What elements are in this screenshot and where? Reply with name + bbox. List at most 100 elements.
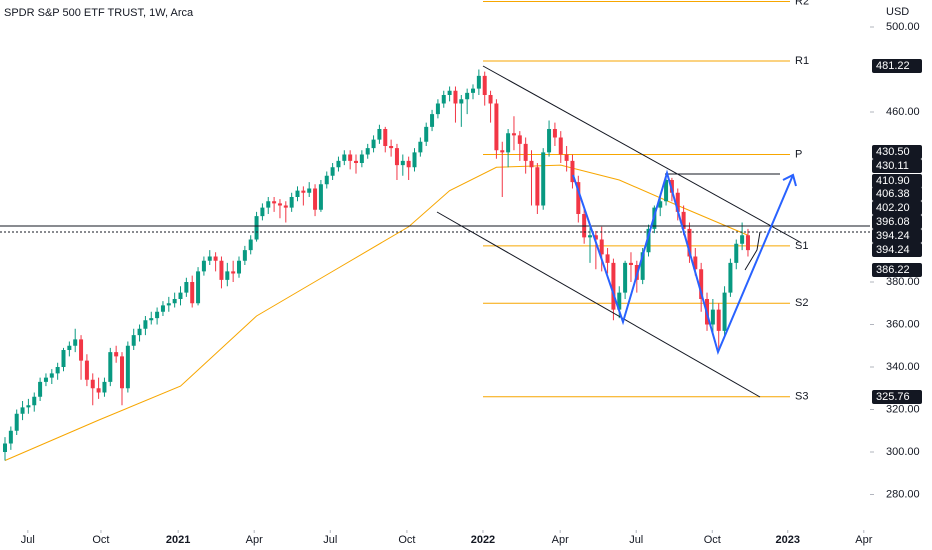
x-tick-label: Jul	[21, 534, 35, 546]
candle-body	[160, 305, 165, 312]
candle-body	[190, 282, 195, 304]
candle-body	[716, 309, 721, 331]
candle-body	[131, 335, 136, 346]
candle-body	[277, 203, 282, 206]
candle-body	[90, 379, 95, 389]
x-tick-label: 2023	[776, 534, 800, 546]
price-tag-bg	[872, 59, 922, 73]
candle-body	[260, 207, 265, 217]
candle-body	[96, 388, 101, 393]
drawings	[0, 65, 870, 398]
price-tag: 402.20	[872, 201, 922, 215]
candle-body	[734, 243, 739, 263]
candle-body	[342, 154, 347, 161]
candle-body	[576, 182, 581, 214]
y-tick-label: 380.00	[886, 276, 920, 288]
candle-body	[14, 413, 19, 431]
moving-average	[4, 164, 749, 461]
price-tag: 396.08	[872, 215, 922, 229]
candle-body	[49, 373, 54, 378]
price-tag-label: 394.24	[876, 244, 910, 256]
pivot-label: S2	[795, 297, 808, 309]
candle-body	[605, 254, 610, 263]
candle-body	[354, 160, 359, 163]
candle-body	[172, 299, 177, 304]
candle-body	[61, 350, 66, 368]
candle-body	[266, 201, 271, 208]
candle-body	[102, 381, 107, 393]
candle-body	[295, 190, 300, 197]
candle-body	[359, 154, 364, 163]
candle-body	[20, 407, 25, 414]
candle-body	[599, 239, 604, 255]
x-tick-label: Apr	[246, 534, 263, 546]
candle-body	[669, 179, 674, 193]
price-tag: 430.11	[872, 159, 922, 173]
candle-body	[394, 148, 399, 166]
price-tag: 430.50	[872, 145, 922, 159]
candle-body	[213, 256, 218, 261]
y-tick-label: 340.00	[886, 361, 920, 373]
price-tag-label: 402.20	[876, 202, 910, 214]
candle-body	[646, 228, 651, 253]
candle-body	[640, 252, 645, 280]
candle-body	[687, 228, 692, 257]
currency: USD	[886, 6, 909, 18]
candle-body	[728, 262, 733, 293]
x-tick-label: Jul	[629, 534, 643, 546]
candle-body	[149, 318, 154, 321]
candle-body	[84, 360, 89, 380]
candle-body	[745, 235, 750, 251]
y-tick-label: 300.00	[886, 446, 920, 458]
candle-body	[207, 256, 212, 261]
candle-body	[418, 141, 423, 153]
candle-body	[699, 269, 704, 300]
candle-body	[371, 139, 376, 149]
candle-body	[196, 271, 201, 304]
candle-body	[248, 239, 253, 251]
candle-body	[465, 92, 470, 100]
price-tag-label: 386.22	[876, 264, 910, 276]
candle-layer	[3, 69, 750, 461]
x-tick-label: Oct	[704, 534, 721, 546]
candle-body	[541, 152, 546, 206]
candle-body	[506, 133, 511, 153]
candle-body	[201, 260, 206, 272]
candle-body	[681, 211, 686, 229]
price-tag-bg	[872, 174, 922, 188]
candle-body	[412, 152, 417, 168]
candle-body	[348, 154, 353, 161]
x-tick-label: 2022	[471, 534, 495, 546]
candle-body	[500, 150, 505, 153]
candle-body	[588, 235, 593, 238]
pivot-label: R1	[795, 55, 809, 67]
price-tag-label: 481.22	[876, 60, 910, 72]
candle-body	[529, 160, 534, 168]
x-tick-label: Oct	[92, 534, 109, 546]
candle-body	[430, 114, 435, 127]
pivot-label: S1	[795, 240, 808, 252]
x-tick-label: Apr	[552, 534, 569, 546]
price-tag-bg	[872, 243, 922, 257]
candle-body	[307, 188, 312, 193]
pivot-label: R2	[795, 0, 809, 7]
candle-body	[73, 339, 78, 346]
price-tag-bg	[872, 187, 922, 201]
candle-body	[32, 396, 37, 406]
candle-body	[558, 137, 563, 155]
candle-body	[143, 320, 148, 329]
candle-body	[231, 271, 236, 274]
candle-body	[511, 133, 516, 136]
candle-body	[254, 216, 259, 240]
candle-body	[710, 309, 715, 325]
y-tick-label: 360.00	[886, 318, 920, 330]
candle-body	[26, 405, 31, 408]
candle-body	[330, 167, 335, 176]
candle-body	[482, 75, 487, 95]
candle-body	[488, 94, 493, 104]
candle-body	[38, 381, 43, 397]
candle-body	[283, 205, 288, 208]
candle-body	[617, 292, 622, 310]
candle-body	[435, 103, 440, 115]
candle-body	[675, 192, 680, 212]
